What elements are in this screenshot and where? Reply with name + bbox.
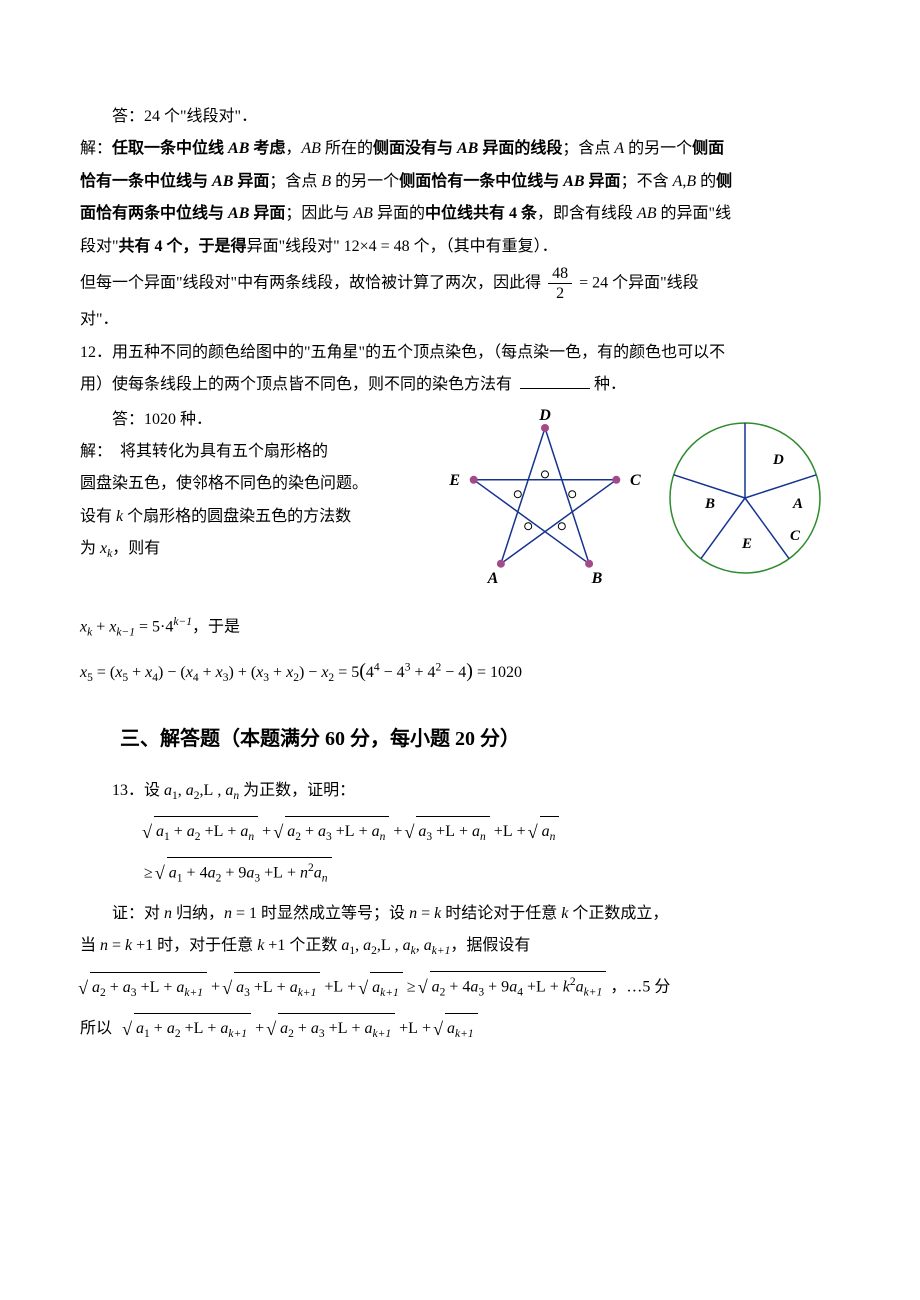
q13-stem: 13．设 a1, a2,L , an 为正数，证明：: [80, 776, 840, 808]
svg-text:B: B: [591, 570, 603, 587]
q13-ineq-l1: a1 + a2 +L + an + a2 + a3 +L + an + a3 +…: [144, 816, 840, 849]
q13-proof-1: 证：对 n 归纳，n = 1 时显然成立等号；设 n = k 时结论对于任意 k…: [80, 899, 840, 929]
q11-sol-5: 但每一个异面"线段对"中有两条线段，故恰被计算了两次，因此得 482 = 24 …: [80, 264, 840, 303]
svg-text:A: A: [487, 570, 499, 587]
q11-sol-3: 面恰有两条中位线与 AB 异面；因此与 AB 异面的中位线共有 4 条，即含有线…: [80, 199, 840, 229]
svg-text:C: C: [790, 528, 801, 544]
q12-sol-1: 解： 将其转化为具有五个扇形格的: [80, 437, 434, 467]
q12-recurrence: xk + xk−1 = 5·4k−1，于是: [80, 612, 840, 644]
q11-answer: 答：24 个"线段对"．: [80, 102, 840, 132]
section-3-title: 三、解答题（本题满分 60 分，每小题 20 分）: [80, 720, 840, 758]
q11-sol-4: 段对"共有 4 个，于是得异面"线段对" 12×4 = 48 个，（其中有重复）…: [80, 232, 840, 262]
fill-blank: [520, 372, 590, 389]
q11-sol-1: 解：任取一条中位线 AB 考虑，AB 所在的侧面没有与 AB 异面的线段；含点 …: [80, 134, 840, 164]
q12-stem-2: 用）使每条线段上的两个顶点皆不同色，则不同的染色方法有 种．: [80, 370, 840, 400]
svg-text:C: C: [630, 472, 641, 489]
q12-final: x5 = (x5 + x4) − (x4 + x3) + (x3 + x2) −…: [80, 652, 840, 690]
svg-text:E: E: [448, 472, 460, 489]
svg-text:E: E: [741, 536, 752, 552]
q12-answer: 答：1020 种．: [80, 405, 434, 435]
q11-sol-2: 恰有一条中位线与 AB 异面；含点 B 的另一个侧面恰有一条中位线与 AB 异面…: [80, 167, 840, 197]
q12-sol-3: 设有 k 个扇形格的圆盘染五色的方法数: [80, 502, 434, 532]
q12-sol-2: 圆盘染五色，使邻格不同色的染色问题。: [80, 469, 434, 499]
q13-ineq-l2: ≥ a1 + 4a2 + 9a3 +L + n2an: [144, 857, 840, 890]
q12-sol-4: 为 xk，则有: [80, 534, 434, 566]
q13-proof-3: a2 + a3 +L + ak+1 + a3 +L + ak+1 +L + ak…: [80, 971, 840, 1004]
svg-text:B: B: [704, 496, 715, 512]
q12-figure: D C B A E D A B C E: [440, 403, 840, 593]
q13-proof-4: 所以 a1 + a2 +L + ak+1 + a2 + a3 +L + ak+1…: [80, 1013, 840, 1046]
svg-text:D: D: [772, 452, 784, 468]
q11-sol-6: 对"．: [80, 305, 840, 335]
svg-text:D: D: [538, 407, 551, 424]
q13-proof-2: 当 n = k +1 时，对于任意 k +1 个正数 a1, a2,L , ak…: [80, 931, 840, 963]
q12-stem-1: 12．用五种不同的颜色给图中的"五角星"的五个顶点染色，（每点染一色，有的颜色也…: [80, 338, 840, 368]
svg-text:A: A: [792, 496, 803, 512]
